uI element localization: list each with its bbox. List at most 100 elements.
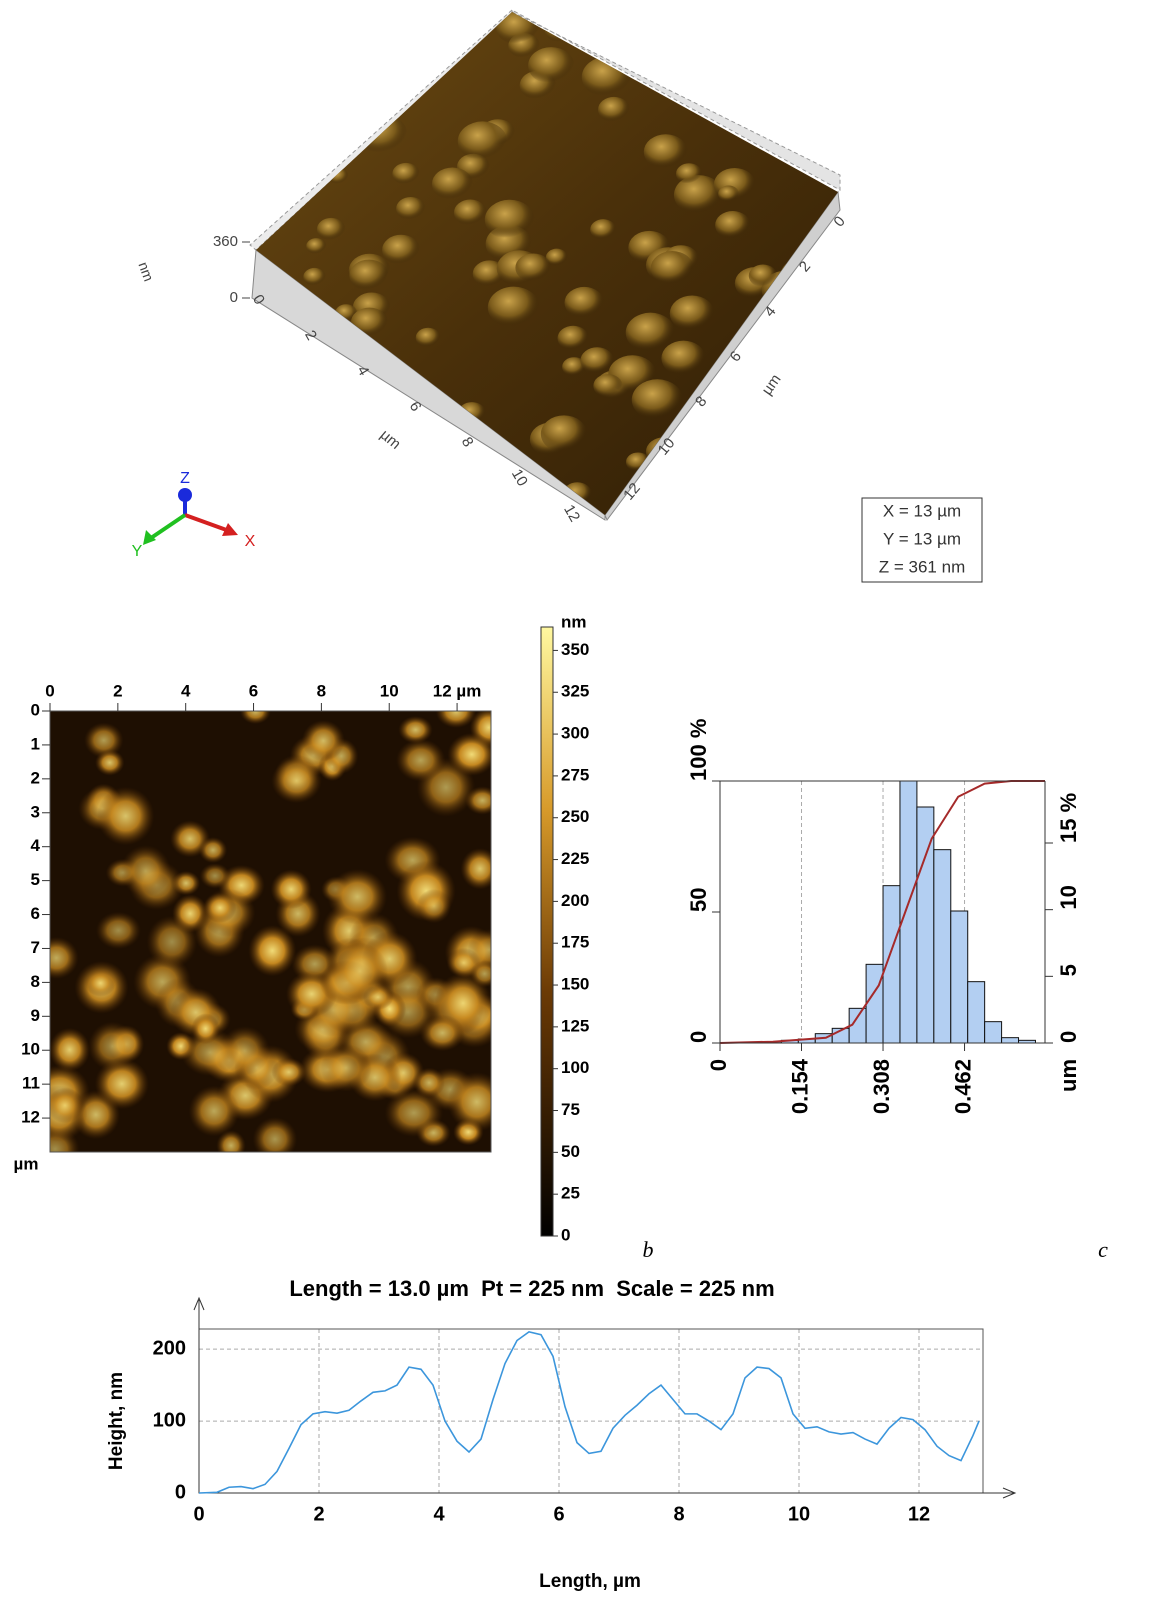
- x-tick-label: 10: [380, 681, 399, 700]
- x-tick-label: 8: [317, 681, 326, 700]
- colorbar-tick-label: 350: [561, 640, 589, 659]
- colorbar-tick-label: 250: [561, 807, 589, 826]
- colorbar-tick-label: 175: [561, 933, 589, 952]
- frame: [198, 1328, 984, 1494]
- map-blob: [199, 863, 231, 889]
- map-blob: [188, 1085, 240, 1137]
- surface-bump: [487, 286, 540, 329]
- colorbar-tick-label: 50: [561, 1142, 580, 1161]
- y-tick-label: 0: [31, 700, 40, 719]
- surface-bump: [453, 199, 487, 226]
- x-tick-label: 0: [193, 1503, 204, 1525]
- y-tick-label: 0: [686, 1031, 711, 1043]
- arrow-head: [1002, 1487, 1017, 1499]
- colorbar-tick-label: 25: [561, 1184, 580, 1203]
- map-blob: [84, 722, 124, 759]
- colorbar-tick-label: 325: [561, 682, 589, 701]
- y-tick-label: 9: [31, 1006, 40, 1025]
- map-blob: [203, 892, 237, 923]
- colorbar-tick-label: 0: [561, 1225, 570, 1244]
- bar: [967, 981, 986, 1044]
- y-axis-label: µm: [14, 1154, 39, 1173]
- x-tick-label: 4: [433, 1503, 445, 1525]
- colorbar-label: nm: [561, 612, 587, 631]
- map-blob: [413, 1067, 445, 1098]
- map-blob: [191, 1013, 220, 1045]
- x-tick-label: 2: [313, 1503, 324, 1525]
- surface-bump: [540, 415, 588, 453]
- surface-bump: [735, 95, 778, 130]
- colorbar-tick-label: 300: [561, 724, 589, 743]
- surface-bump: [857, 169, 897, 201]
- x-tick-label: 4: [181, 681, 191, 700]
- colorbar-tick-label: 275: [561, 765, 589, 784]
- map-blob: [271, 1057, 307, 1087]
- map-blob: [470, 960, 491, 988]
- map-blob: [146, 915, 198, 969]
- map-blob: [95, 911, 141, 950]
- map-blob: [331, 942, 388, 1000]
- map-blob: [95, 749, 125, 776]
- x-tick-label: 12: [560, 502, 583, 525]
- surface-bump: [922, 305, 943, 322]
- map-blob: [50, 936, 79, 979]
- y-tick-label: 2: [796, 258, 814, 275]
- surface-bump: [625, 312, 676, 353]
- y-tick-label: 200: [153, 1337, 186, 1359]
- map-blob: [384, 1088, 444, 1137]
- y-tick-label: 6: [31, 904, 40, 923]
- surface-bump: [661, 340, 706, 376]
- surface-bump: [877, 283, 926, 323]
- surface-bump: [650, 251, 694, 286]
- surface-bump: [1005, 209, 1057, 250]
- chart-title: Length = 13.0 µm Pt = 225 nm Scale = 225…: [289, 1276, 774, 1301]
- bar: [899, 780, 918, 1044]
- y-tick-label: 100: [153, 1409, 186, 1431]
- x-tick-label: 8: [458, 434, 477, 450]
- bar: [865, 963, 884, 1044]
- map-blob: [416, 888, 452, 924]
- surface-bump: [564, 286, 605, 319]
- map-blob: [94, 1058, 149, 1110]
- x-tick-label: 0.154: [787, 1058, 812, 1114]
- surface-bump: [597, 96, 630, 123]
- surface-bump: [306, 238, 327, 255]
- surface-bump: [669, 295, 715, 332]
- x-tick-label: 10: [788, 1503, 810, 1525]
- surface-bump: [673, 175, 724, 215]
- surface-bump: [748, 264, 778, 288]
- map-blob: [85, 969, 116, 997]
- panel-label: c: [1098, 1237, 1108, 1262]
- x-tick-label: 12 µm: [433, 681, 482, 700]
- y-axis-label: µm: [759, 371, 785, 398]
- surface-bump: [593, 374, 623, 398]
- surface-bump: [631, 379, 683, 421]
- surface-bump: [557, 325, 589, 351]
- surface-bump: [349, 259, 389, 292]
- x-tick-label: 0.308: [869, 1059, 894, 1114]
- x-tick-label: 0.462: [950, 1059, 975, 1114]
- x-tick-label: 6: [553, 1503, 564, 1525]
- surface-bump: [515, 253, 552, 283]
- map-blob: [96, 786, 155, 846]
- surface-bump: [484, 199, 535, 240]
- y-tick-label: 12: [21, 1108, 40, 1127]
- colorbar-tick-label: 125: [561, 1016, 589, 1035]
- x-tick-label: 8: [673, 1503, 684, 1525]
- y-tick-label: 1: [31, 734, 40, 753]
- x-axis-label: um: [1056, 1059, 1081, 1092]
- surface-bump: [545, 248, 568, 267]
- info-text: Z = 361 nm: [879, 557, 965, 576]
- y-tick-label: 0: [830, 213, 848, 230]
- colorbar-tick-label: 150: [561, 975, 589, 994]
- y2-tick-label: 0: [1056, 1031, 1081, 1043]
- surface-bump: [762, 333, 814, 374]
- z-tick-label: 360: [213, 233, 238, 250]
- y-tick-label: 8: [31, 972, 40, 991]
- surface-bump: [869, 308, 918, 347]
- y-tick-label: 4: [31, 836, 41, 855]
- surface-bump: [718, 185, 740, 203]
- surface-bump: [396, 196, 426, 221]
- surface-bump: [415, 327, 441, 348]
